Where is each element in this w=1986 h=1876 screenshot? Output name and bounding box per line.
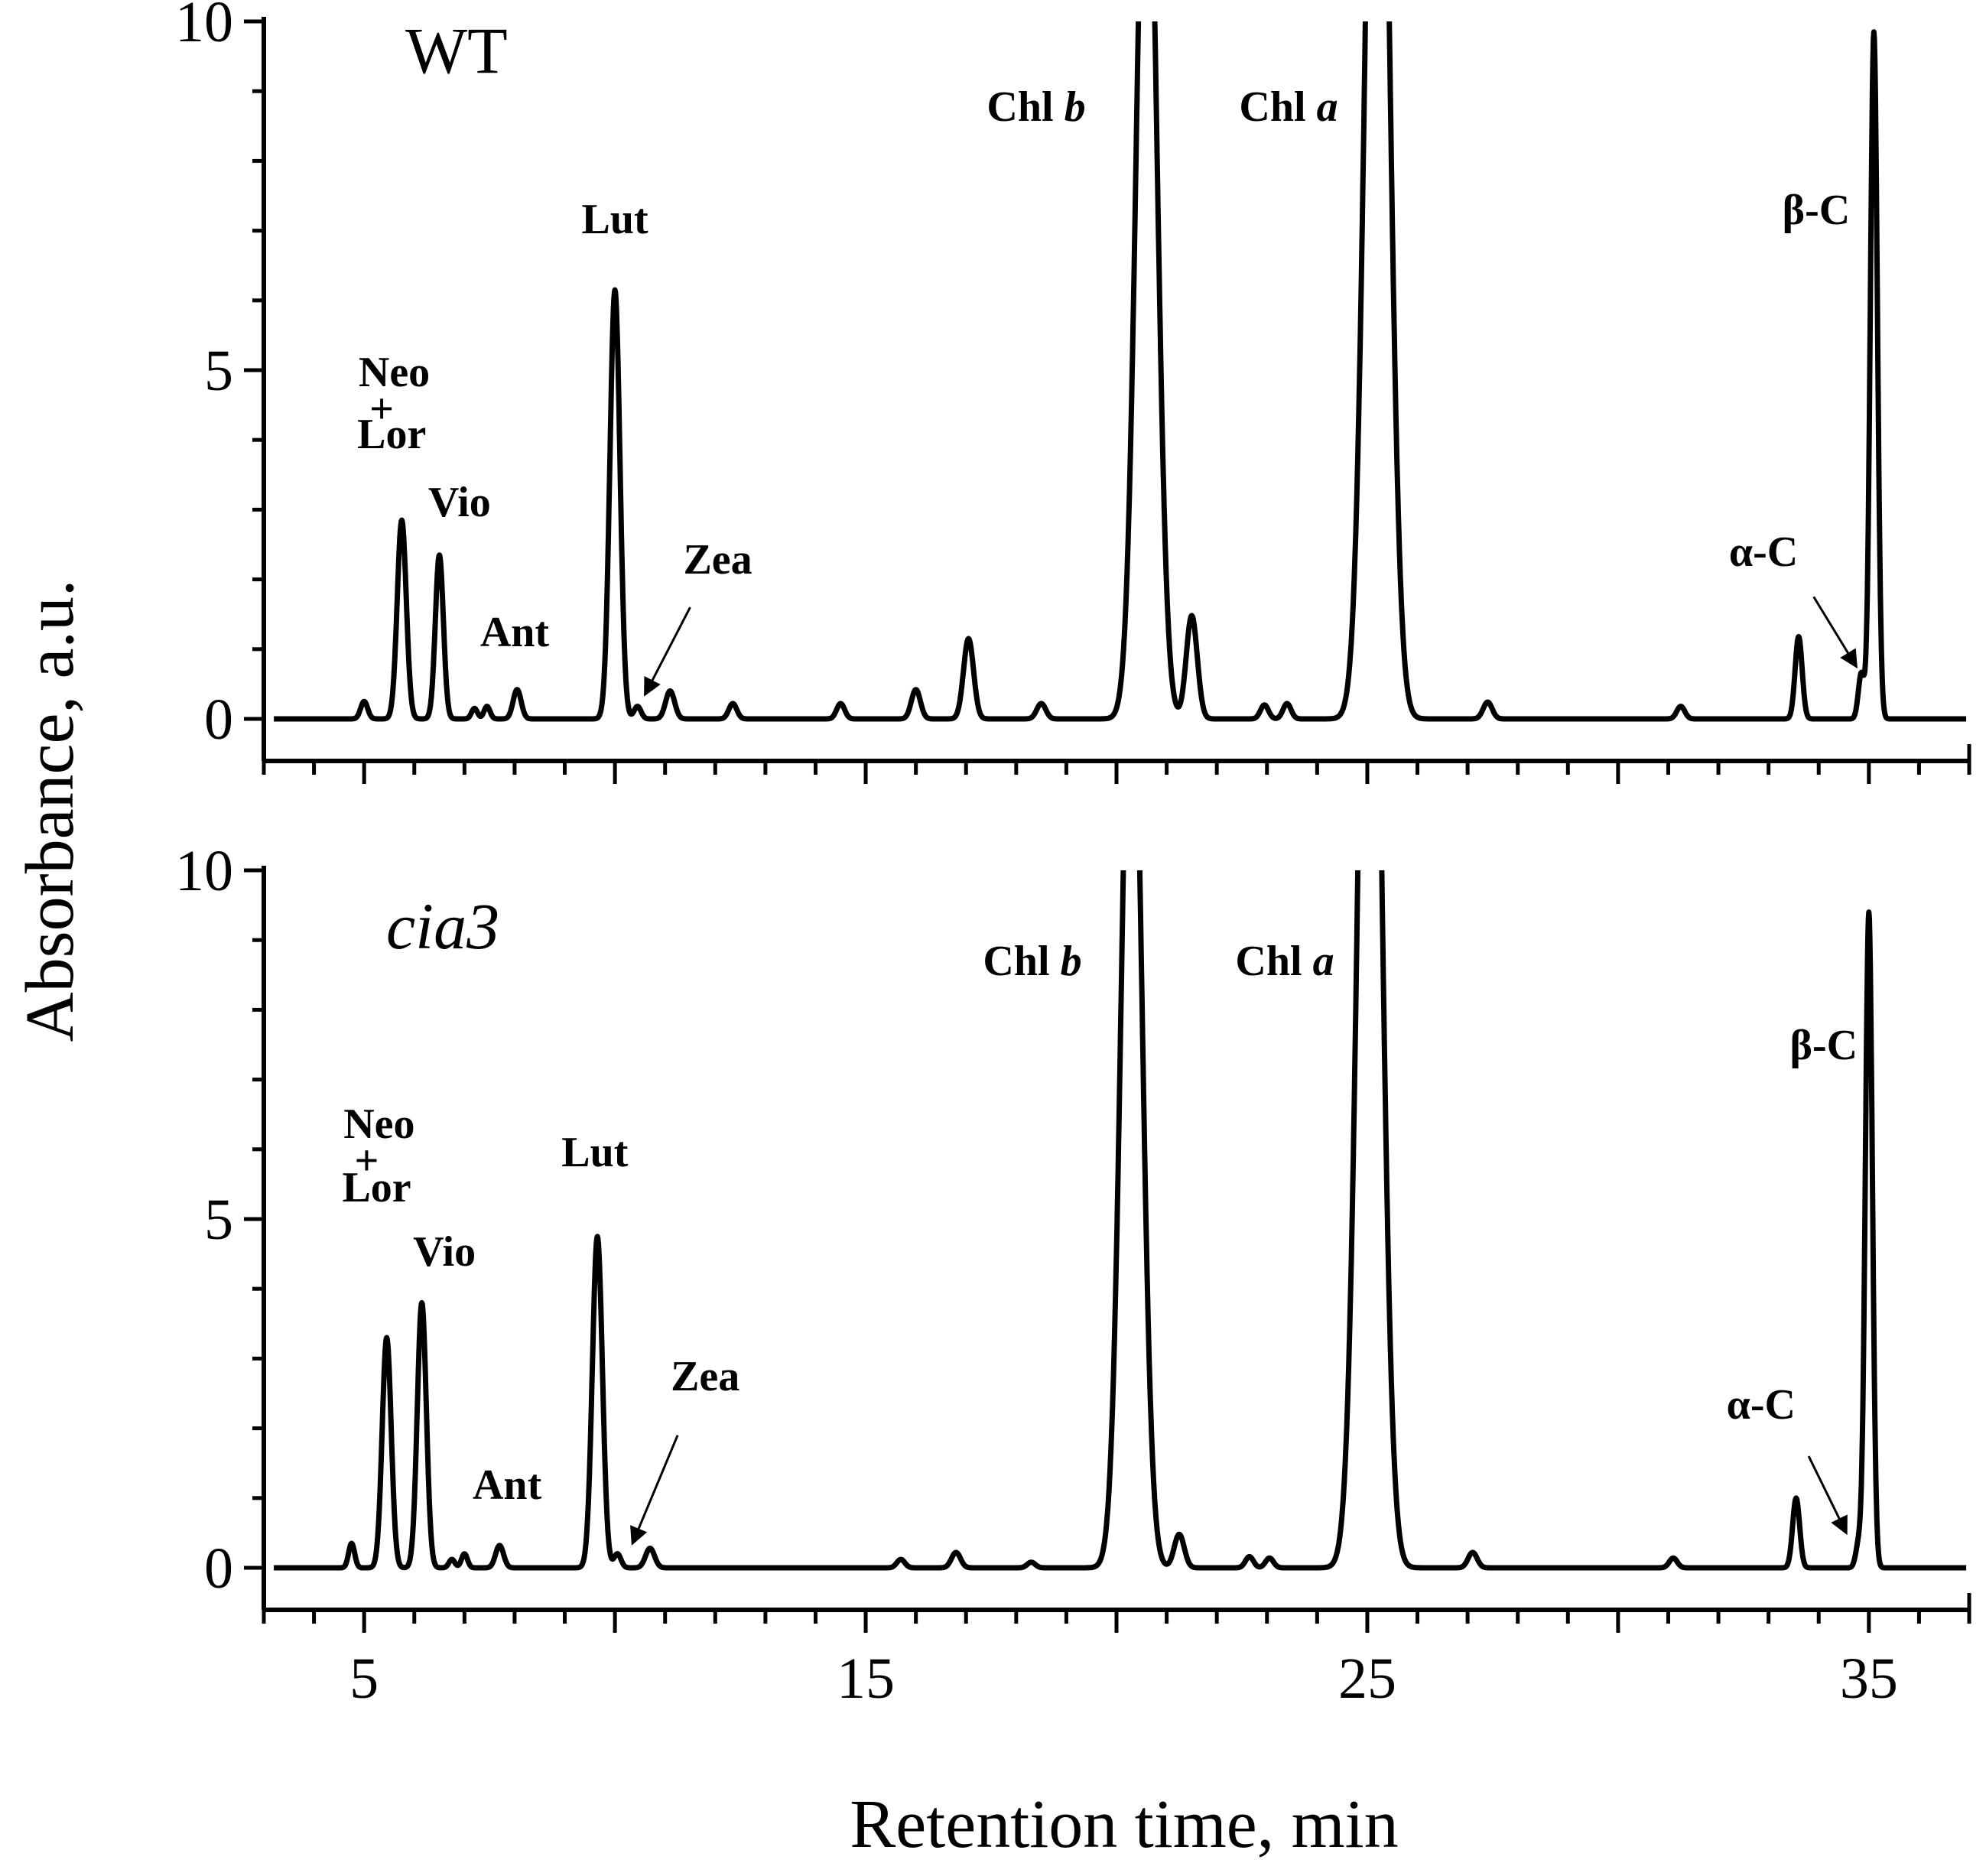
peak-label: Lut	[561, 1129, 628, 1176]
x-tick-label: 15	[837, 1647, 895, 1711]
peak-label: Vio	[428, 479, 491, 526]
peak-label: β-C	[1789, 1022, 1858, 1069]
peak-label: Chl b	[983, 938, 1081, 985]
peak-label: Zea	[683, 536, 752, 584]
annotation-arrow	[1807, 1455, 1848, 1536]
peak-label: Ant	[480, 609, 550, 656]
y-axis-title: Absorbance, a.u.	[12, 580, 88, 1042]
peak-label: Neo	[359, 349, 430, 396]
annotation-arrow	[1812, 596, 1858, 669]
chromatogram-trace	[271, 870, 1968, 1571]
peak-label-italic: a	[1317, 83, 1338, 131]
panel-label: WT	[405, 14, 508, 87]
peak-label-italic: b	[1061, 938, 1082, 985]
peak-label: β-C	[1783, 187, 1851, 234]
peak-label: +	[369, 385, 394, 433]
peak-label: Lor	[357, 411, 426, 458]
peak-label: Ant	[473, 1461, 542, 1509]
y-tick-label: 0	[204, 1536, 233, 1601]
peak-label: Chl b	[986, 83, 1085, 131]
y-tick-label: 5	[204, 339, 233, 403]
x-tick-label: 5	[349, 1647, 379, 1711]
peak-label: Lut	[582, 196, 648, 243]
peak-label: +	[354, 1137, 379, 1185]
panel-label: cia3	[386, 889, 499, 963]
peak-label: Lor	[342, 1164, 411, 1211]
y-tick-label: 0	[204, 688, 233, 752]
x-axis-title: Retention time, min	[850, 1787, 1398, 1862]
peak-label-italic: b	[1065, 83, 1086, 131]
x-tick-label: 25	[1338, 1647, 1396, 1711]
chromatogram-trace	[271, 21, 1968, 722]
peak-label: α-C	[1729, 528, 1798, 576]
peak-label: Chl a	[1235, 938, 1334, 985]
annotation-arrow	[644, 606, 691, 697]
x-tick-label: 35	[1840, 1647, 1898, 1711]
peak-label: Chl a	[1239, 83, 1338, 131]
annotation-arrow	[630, 1435, 679, 1546]
peak-label-italic: a	[1313, 938, 1334, 985]
peak-label: Neo	[343, 1101, 414, 1148]
peak-label: Vio	[413, 1228, 476, 1276]
y-tick-label: 5	[204, 1188, 233, 1252]
peak-label: α-C	[1727, 1381, 1796, 1429]
peak-label: Zea	[671, 1353, 739, 1400]
y-tick-label: 10	[175, 0, 233, 54]
y-tick-label: 10	[175, 839, 233, 903]
